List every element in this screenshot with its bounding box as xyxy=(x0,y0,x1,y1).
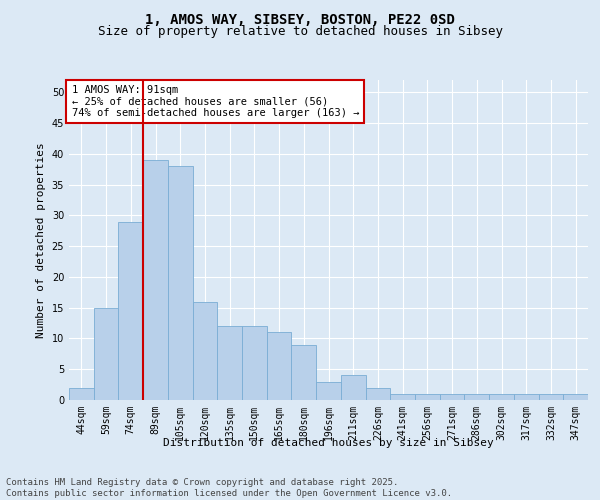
Bar xyxy=(563,394,588,400)
Bar xyxy=(242,326,267,400)
Bar xyxy=(365,388,390,400)
Bar xyxy=(316,382,341,400)
Bar xyxy=(341,376,365,400)
Bar xyxy=(168,166,193,400)
Bar xyxy=(464,394,489,400)
Text: Size of property relative to detached houses in Sibsey: Size of property relative to detached ho… xyxy=(97,25,503,38)
Bar xyxy=(292,344,316,400)
Bar xyxy=(539,394,563,400)
Bar xyxy=(489,394,514,400)
Bar xyxy=(94,308,118,400)
Bar xyxy=(390,394,415,400)
Bar xyxy=(193,302,217,400)
Text: Contains HM Land Registry data © Crown copyright and database right 2025.
Contai: Contains HM Land Registry data © Crown c… xyxy=(6,478,452,498)
Text: 1 AMOS WAY: 91sqm
← 25% of detached houses are smaller (56)
74% of semi-detached: 1 AMOS WAY: 91sqm ← 25% of detached hous… xyxy=(71,85,359,118)
Bar xyxy=(69,388,94,400)
Y-axis label: Number of detached properties: Number of detached properties xyxy=(36,142,46,338)
Bar xyxy=(267,332,292,400)
Bar xyxy=(217,326,242,400)
Bar xyxy=(514,394,539,400)
Bar xyxy=(118,222,143,400)
Bar xyxy=(440,394,464,400)
Text: Distribution of detached houses by size in Sibsey: Distribution of detached houses by size … xyxy=(163,438,494,448)
Bar xyxy=(143,160,168,400)
Bar xyxy=(415,394,440,400)
Text: 1, AMOS WAY, SIBSEY, BOSTON, PE22 0SD: 1, AMOS WAY, SIBSEY, BOSTON, PE22 0SD xyxy=(145,12,455,26)
